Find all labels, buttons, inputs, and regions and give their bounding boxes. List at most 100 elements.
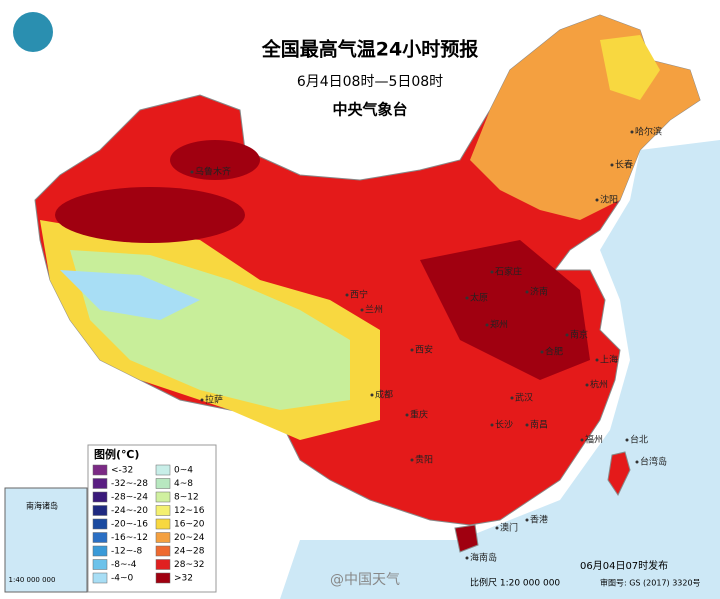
legend-swatch bbox=[155, 464, 171, 476]
legend-swatch bbox=[92, 545, 108, 557]
legend-label: 12~16 bbox=[174, 506, 205, 516]
inset-title: 南海诸岛 bbox=[26, 501, 58, 511]
legend-swatch bbox=[155, 572, 171, 584]
legend-label: -16~-12 bbox=[111, 533, 148, 543]
scale: 比例尺 1:20 000 000 bbox=[470, 577, 560, 589]
city-dot bbox=[490, 423, 494, 427]
tarim-basin bbox=[55, 187, 245, 243]
city-label: 合肥 bbox=[545, 346, 563, 358]
city-label: 香港 bbox=[530, 514, 548, 526]
legend-label: 24~28 bbox=[174, 547, 205, 557]
city-label: 西安 bbox=[415, 344, 433, 356]
legend-label: 28~32 bbox=[174, 560, 204, 570]
issued: 06月04日07时发布 bbox=[580, 559, 668, 572]
city-label: 南昌 bbox=[530, 419, 548, 431]
legend-swatch bbox=[92, 491, 108, 503]
city-label: 海南岛 bbox=[470, 552, 497, 564]
city-dot bbox=[405, 413, 409, 417]
legend-label: <-32 bbox=[111, 466, 133, 476]
city-dot bbox=[510, 396, 514, 400]
city-dot bbox=[525, 518, 529, 522]
legend-label: -8~-4 bbox=[111, 560, 137, 570]
city-label: 福州 bbox=[585, 434, 603, 446]
city-label: 哈尔滨 bbox=[635, 126, 662, 138]
legend-swatch bbox=[155, 518, 171, 530]
legend-swatch bbox=[155, 505, 171, 516]
city-label: 台北 bbox=[630, 434, 648, 446]
city-label: 太原 bbox=[470, 292, 488, 304]
north-china-plain bbox=[420, 240, 590, 380]
city-label: 武汉 bbox=[515, 392, 533, 404]
taiwan bbox=[607, 451, 631, 497]
city-dot bbox=[580, 438, 584, 442]
legend-swatch bbox=[155, 532, 171, 543]
legend-swatch bbox=[92, 478, 108, 489]
legend-swatch bbox=[92, 532, 108, 543]
legend-label: 8~12 bbox=[174, 493, 199, 503]
city-label: 兰州 bbox=[365, 304, 383, 316]
legend-label: -24~-20 bbox=[111, 506, 148, 516]
legend-label: 0~4 bbox=[174, 466, 193, 476]
city-label: 长沙 bbox=[495, 419, 513, 431]
city-dot bbox=[370, 393, 374, 397]
legend-swatch bbox=[92, 505, 108, 516]
inset-scale: 1:40 000 000 bbox=[9, 576, 56, 584]
city-dot bbox=[465, 296, 469, 300]
legend-swatch bbox=[92, 518, 108, 530]
city-label: 成都 bbox=[375, 389, 393, 401]
legend-swatch bbox=[92, 559, 108, 570]
legend-label: 20~24 bbox=[174, 533, 205, 543]
legend-label: >32 bbox=[174, 574, 193, 584]
city-label: 济南 bbox=[530, 286, 548, 298]
city-dot bbox=[585, 383, 589, 387]
city-dot bbox=[525, 423, 529, 427]
city-label: 台湾岛 bbox=[640, 456, 667, 468]
map-subtitle: 6月4日08时—5日08时 bbox=[297, 74, 443, 90]
legend-label: -20~-16 bbox=[111, 520, 148, 530]
approval: 审图号: GS (2017) 3320号 bbox=[600, 578, 701, 588]
city-label: 乌鲁木齐 bbox=[195, 166, 231, 178]
city-dot bbox=[485, 323, 489, 327]
city-dot bbox=[540, 350, 544, 354]
city-dot bbox=[410, 458, 414, 462]
city-dot bbox=[525, 290, 529, 294]
legend-label: 16~20 bbox=[174, 520, 205, 530]
legend-label: 4~8 bbox=[174, 479, 193, 489]
northeast-cool bbox=[600, 35, 660, 100]
legend-swatch bbox=[155, 478, 171, 489]
city-label: 西宁 bbox=[350, 289, 368, 301]
city-dot bbox=[495, 526, 499, 530]
city-label: 拉萨 bbox=[205, 394, 223, 406]
logo bbox=[13, 12, 53, 52]
legend-swatch bbox=[155, 559, 171, 570]
inset-box bbox=[4, 487, 88, 593]
legend-swatch bbox=[92, 464, 108, 476]
legend-label: -4~0 bbox=[111, 574, 134, 584]
legend-swatch bbox=[92, 572, 108, 584]
city-dot bbox=[610, 163, 614, 167]
junggar-basin bbox=[170, 140, 260, 180]
watermark: @中国天气 bbox=[330, 572, 400, 588]
city-label: 沈阳 bbox=[600, 194, 618, 206]
city-dot bbox=[595, 198, 599, 202]
city-dot bbox=[625, 438, 629, 442]
legend-title: 图例(℃) bbox=[94, 447, 139, 461]
agency: 中央气象台 bbox=[332, 101, 407, 119]
hainan bbox=[454, 524, 479, 553]
city-label: 澳门 bbox=[500, 522, 518, 534]
city-label: 杭州 bbox=[590, 379, 608, 391]
map-title: 全国最高气温24小时预报 bbox=[261, 38, 478, 61]
plateau-cold bbox=[60, 270, 200, 320]
sea bbox=[280, 140, 720, 599]
city-dot bbox=[190, 170, 194, 174]
city-label: 贵阳 bbox=[415, 454, 433, 466]
city-label: 石家庄 bbox=[495, 266, 522, 278]
city-label: 长春 bbox=[615, 159, 633, 171]
legend-swatch bbox=[155, 491, 171, 503]
city-dot bbox=[630, 130, 634, 134]
city-dot bbox=[410, 348, 414, 352]
city-dot bbox=[595, 358, 599, 362]
city-dot bbox=[465, 556, 469, 560]
city-label: 郑州 bbox=[490, 319, 508, 331]
